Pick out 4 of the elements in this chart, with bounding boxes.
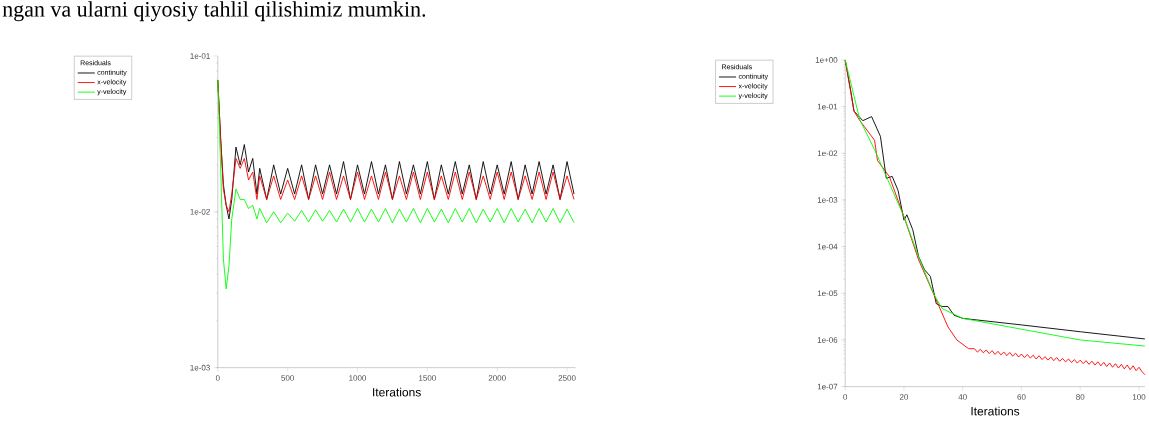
x-axis-title: Iterations — [373, 387, 421, 397]
x-axis-title: Iterations — [971, 406, 1020, 416]
line-series — [217, 79, 575, 290]
text: ngan va ularni qiyosiy tahlil qilishimiz mumkin. — [2, 1, 426, 22]
